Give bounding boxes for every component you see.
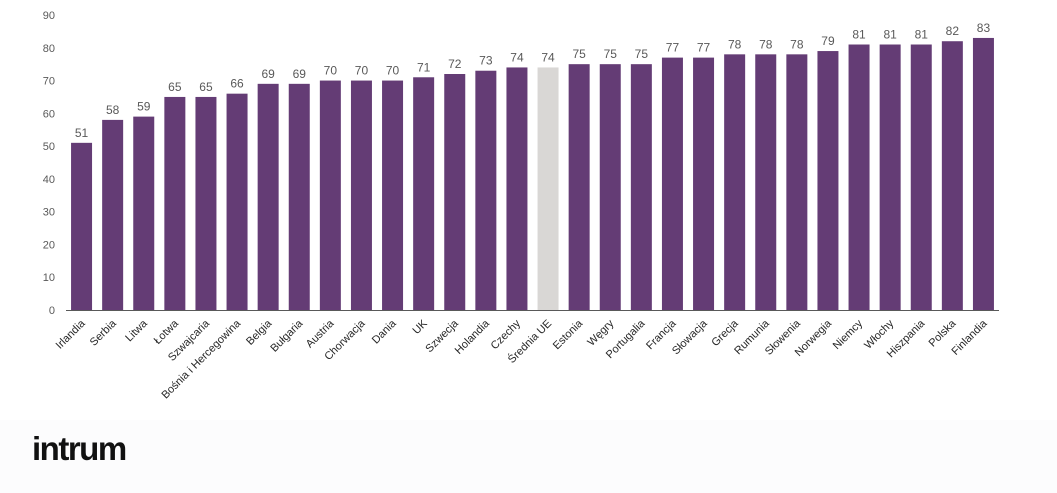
data-label: 82 [946,24,960,38]
footer [0,420,1057,493]
x-tick-label: Litwa [123,317,150,344]
bar [288,83,310,310]
x-tick-label: Dania [370,317,399,346]
data-label: 73 [479,54,493,68]
data-label: 70 [386,64,400,78]
y-tick-label: 10 [43,272,55,284]
x-tick-label: Niemcy [831,317,866,352]
bar [382,80,404,310]
data-label: 78 [728,37,742,51]
bar [879,44,901,310]
bar-chart: 0 10 20 30 40 50 60 70 80 90 51 Irlandia 58 Serbia 59 L… [43,10,999,401]
data-label: 74 [541,50,555,64]
x-tick-label: Finlandia [950,317,991,358]
data-label: 83 [977,21,991,35]
data-label: 58 [106,103,120,117]
data-label: 72 [448,57,462,71]
x-tick-label: Słowacja [670,317,710,357]
data-label: 81 [883,28,897,42]
bar [693,57,715,310]
data-label: 74 [510,50,524,64]
y-tick-label: 0 [49,305,55,317]
x-tick-label: Holandia [453,317,493,357]
x-tick-label: Serbia [88,317,120,349]
data-label: 65 [168,80,182,94]
intrum-logo: intrum [32,430,127,467]
bar [910,44,932,310]
bar [537,67,559,310]
bar [941,41,963,310]
bar [164,96,186,310]
bar [413,77,435,311]
x-tick-label: Bułgaria [268,317,306,355]
bar [133,116,155,310]
x-tick-label: Estonia [551,317,586,352]
bar [350,80,372,310]
bar [475,70,497,310]
bar [319,80,341,310]
data-label: 59 [137,100,151,114]
data-label: 77 [666,41,680,55]
x-tick-label: Łotwa [152,317,182,347]
y-tick-label: 70 [43,76,55,88]
y-tick-label: 40 [43,174,55,186]
bar [755,54,777,311]
y-tick-label: 30 [43,207,55,219]
bar [848,44,870,310]
bar [599,64,621,311]
data-label: 78 [759,37,773,51]
chart-area: 0 10 20 30 40 50 60 70 80 90 51 Irlandia 58 Serbia 59 L… [42,10,999,402]
bar [972,37,994,310]
data-label: 65 [199,80,213,94]
y-tick-label: 20 [43,239,55,251]
bar [724,54,746,311]
bar [102,119,124,310]
bar [630,64,652,311]
bar [195,96,217,310]
y-tick-label: 60 [43,108,55,120]
y-tick-label: 80 [43,43,55,55]
data-label: 81 [852,28,866,42]
data-label: 70 [324,64,338,78]
data-label: 69 [261,67,275,81]
data-label: 79 [821,34,835,48]
bar [226,93,248,311]
data-label: 70 [355,64,369,78]
bar [71,142,93,310]
data-label: 51 [75,126,89,140]
bar [444,74,466,310]
data-label: 78 [790,37,804,51]
data-label: 66 [230,77,244,91]
data-label: 71 [417,60,431,74]
bar [786,54,808,311]
data-label: 81 [915,28,929,42]
bar [568,64,590,311]
y-tick-label: 90 [43,10,55,22]
bar [257,83,279,310]
bar [817,51,839,311]
bar [506,67,528,310]
data-label: 77 [697,41,711,55]
data-label: 75 [604,47,618,61]
bar [661,57,683,310]
data-label: 75 [572,47,586,61]
y-tick-label: 50 [43,141,55,153]
data-label: 75 [635,47,649,61]
x-tick-label: UK [410,317,430,337]
x-tick-label: Irlandia [54,317,89,352]
data-label: 69 [293,67,307,81]
